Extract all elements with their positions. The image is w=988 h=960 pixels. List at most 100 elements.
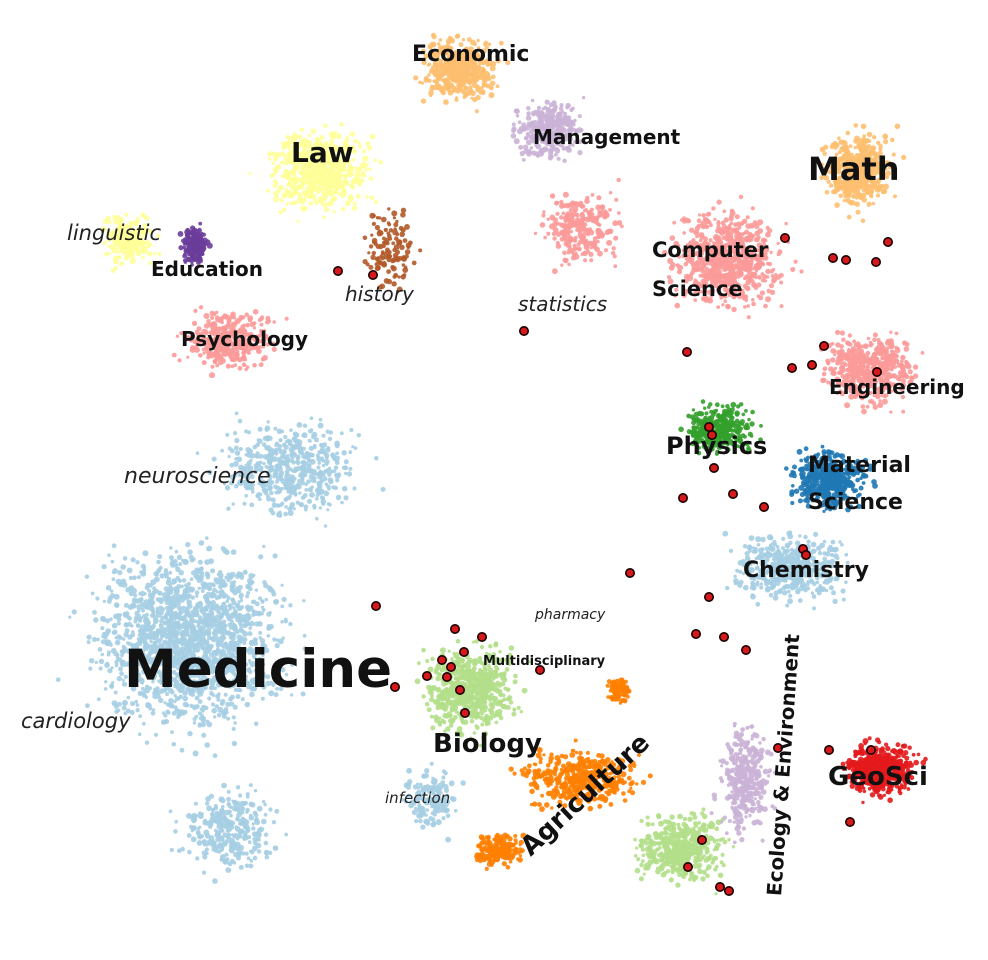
paper-dot: [832, 547, 838, 553]
paper-dot: [218, 584, 223, 590]
paper-dot: [280, 604, 285, 609]
paper-dot: [296, 460, 300, 464]
paper-dot: [635, 846, 639, 850]
paper-dot: [165, 597, 170, 602]
paper-dot: [751, 549, 756, 554]
paper-dot: [142, 550, 149, 557]
paper-dot: [118, 666, 123, 672]
paper-dot: [424, 768, 430, 774]
paper-dot: [252, 855, 258, 861]
paper-dot: [183, 629, 187, 634]
paper-dot: [283, 511, 288, 517]
paper-dot: [198, 716, 204, 721]
paper-dot: [277, 447, 281, 451]
paper-dot: [180, 711, 186, 716]
paper-dot: [429, 697, 435, 703]
paper-dot: [704, 847, 710, 853]
paper-dot: [211, 707, 217, 714]
paper-dot: [98, 666, 103, 671]
paper-dot: [284, 458, 291, 465]
paper-dot: [198, 811, 202, 816]
paper-dot: [687, 840, 692, 845]
paper-dot: [423, 818, 429, 825]
paper-dot: [263, 812, 268, 817]
paper-dot: [55, 677, 61, 682]
paper-dot: [239, 800, 246, 807]
paper-dot: [690, 833, 697, 840]
paper-dot: [107, 553, 111, 557]
paper-dot: [229, 848, 235, 854]
paper-dot: [206, 547, 210, 552]
paper-dot: [708, 853, 713, 858]
paper-dot: [222, 595, 226, 599]
paper-dot: [120, 653, 124, 658]
paper-dot: [117, 634, 121, 639]
paper-dot: [447, 649, 451, 653]
paper-dot: [226, 796, 232, 802]
paper-dot: [304, 488, 309, 492]
paper-dot: [831, 590, 836, 596]
paper-dot: [275, 479, 279, 484]
paper-dot: [465, 667, 471, 673]
paper-dot: [449, 796, 455, 801]
paper-dot: [256, 805, 263, 812]
paper-dot: [238, 821, 243, 826]
paper-dot: [113, 593, 120, 600]
paper-dot: [230, 549, 237, 555]
paper-dot: [248, 863, 254, 869]
paper-dot: [238, 864, 244, 870]
paper-dot: [245, 792, 250, 797]
paper-dot: [195, 612, 199, 616]
paper-dot: [744, 815, 748, 819]
paper-dot: [181, 592, 188, 598]
paper-dot: [283, 481, 289, 488]
paper-dot: [431, 821, 437, 827]
paper-dot: [234, 800, 241, 807]
paper-dot: [176, 584, 182, 590]
paper-dot: [476, 712, 481, 716]
paper-dot: [84, 574, 90, 579]
paper-dot: [308, 445, 314, 451]
paper-dot: [149, 598, 154, 602]
paper-dot: [195, 594, 199, 598]
paper-dot: [714, 826, 719, 832]
paper-dot: [128, 575, 134, 581]
paper-dot: [102, 599, 106, 604]
paper-dot: [195, 829, 201, 835]
paper-dot: [131, 630, 135, 634]
paper-dot: [444, 807, 450, 813]
paper-dot: [114, 662, 119, 666]
paper-dot: [498, 846, 504, 852]
paper-dot: [245, 583, 251, 590]
paper-dot: [324, 455, 329, 460]
paper-dot: [206, 573, 211, 578]
paper-dot: [234, 450, 241, 456]
paper-dot: [535, 785, 540, 791]
paper-dot: [697, 826, 703, 832]
paper-dot: [483, 715, 490, 721]
paper-dot: [296, 439, 303, 446]
paper-dot: [221, 709, 228, 716]
paper-dot: [701, 807, 706, 812]
paper-dot: [184, 610, 189, 615]
paper-dot: [158, 599, 164, 604]
paper-dot: [768, 535, 774, 541]
paper-dot: [86, 640, 91, 645]
paper-dot: [428, 690, 434, 696]
paper-dot: [512, 707, 516, 711]
paper-dot: [765, 585, 771, 592]
paper-dot: [300, 477, 305, 482]
paper-dot: [223, 623, 228, 628]
paper-dot: [498, 715, 504, 721]
paper-dot: [122, 556, 128, 561]
paper-dot: [197, 615, 203, 620]
paper-dot: [536, 802, 542, 807]
paper-dot: [819, 542, 825, 549]
paper-dot: [533, 762, 538, 767]
paper-dot: [675, 882, 681, 888]
paper-dots-layer: [55, 32, 928, 896]
paper-dot: [191, 612, 196, 616]
paper-dot: [137, 597, 144, 604]
paper-dot: [169, 847, 174, 853]
paper-dot: [641, 853, 646, 858]
